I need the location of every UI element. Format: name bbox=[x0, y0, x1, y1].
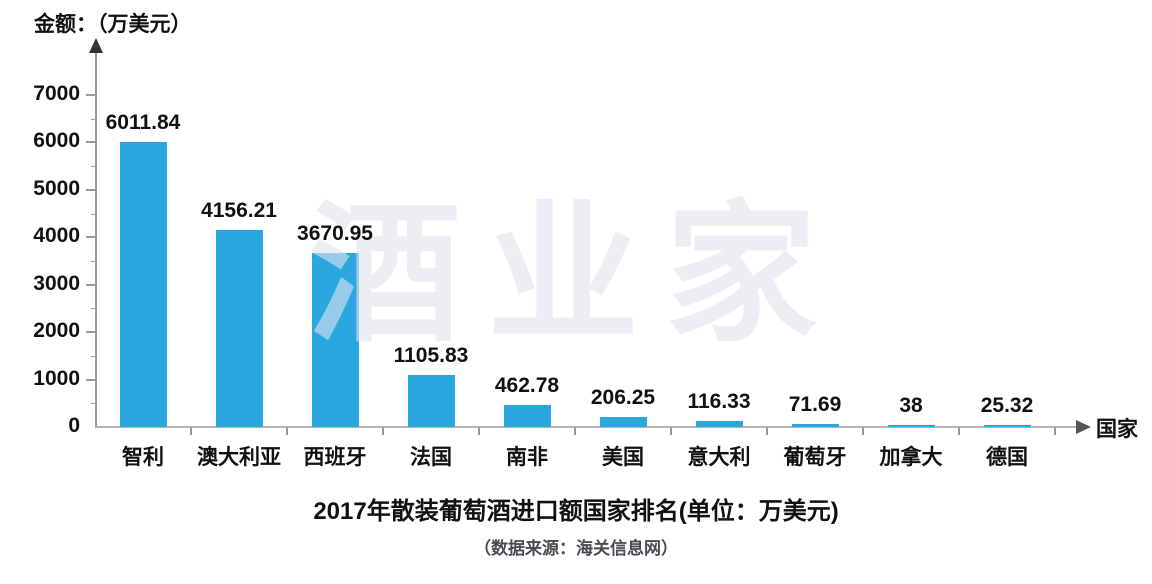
category-label: 西班牙 bbox=[303, 446, 367, 469]
y-minor-tick-mark bbox=[91, 308, 95, 310]
y-minor-tick-mark bbox=[91, 261, 95, 262]
y-tick-label: 5000 bbox=[33, 176, 80, 200]
bar-加拿大 bbox=[887, 425, 935, 427]
y-axis-line bbox=[95, 52, 97, 428]
category-label: 智利 bbox=[122, 446, 164, 469]
watermark-text: 酒业家 bbox=[309, 190, 843, 360]
y-tick-label: 3000 bbox=[33, 271, 80, 295]
x-tick-mark bbox=[958, 427, 960, 435]
y-tick-label: 2000 bbox=[33, 319, 80, 343]
y-tick-mark bbox=[86, 236, 95, 239]
bar-西班牙 bbox=[311, 253, 359, 427]
x-axis-title: 国家 bbox=[1096, 418, 1138, 441]
y-tick-label: 6000 bbox=[33, 129, 80, 153]
y-tick-mark bbox=[86, 283, 95, 286]
bar-value-label: 206.25 bbox=[590, 386, 656, 409]
bar-value-label: 3670.95 bbox=[297, 222, 373, 245]
y-minor-tick-mark bbox=[91, 118, 95, 120]
x-tick-mark bbox=[670, 427, 672, 435]
y-tick-label: 1000 bbox=[33, 366, 80, 390]
x-axis-line bbox=[95, 426, 1076, 428]
x-tick-mark bbox=[478, 427, 480, 435]
category-label: 法国 bbox=[410, 446, 452, 469]
category-label: 美国 bbox=[602, 446, 644, 469]
y-minor-tick-mark bbox=[91, 166, 95, 168]
x-tick-mark bbox=[766, 427, 768, 435]
chart-subtitle: （数据来源：海关信息网） bbox=[474, 539, 678, 558]
y-minor-tick-mark bbox=[91, 403, 95, 405]
bar-南非 bbox=[503, 405, 551, 427]
y-axis-title: 金额：（万美元） bbox=[34, 13, 192, 36]
category-label: 葡萄牙 bbox=[783, 446, 847, 469]
x-tick-mark bbox=[286, 427, 288, 435]
x-tick-mark bbox=[862, 427, 864, 435]
bar-value-label: 6011.84 bbox=[105, 111, 181, 134]
bar-value-label: 25.32 bbox=[980, 394, 1034, 417]
y-tick-mark bbox=[86, 378, 95, 381]
bar-智利 bbox=[119, 142, 167, 427]
y-tick-mark bbox=[86, 188, 95, 191]
chart-title: 2017年散装葡萄酒进口额国家排名(单位：万美元) bbox=[313, 498, 839, 525]
bar-美国 bbox=[599, 417, 647, 427]
bar-value-label: 116.33 bbox=[687, 390, 751, 413]
y-axis-arrow-icon bbox=[89, 38, 103, 53]
category-label: 意大利 bbox=[687, 446, 751, 469]
bar-意大利 bbox=[695, 421, 743, 427]
category-label: 南非 bbox=[506, 446, 548, 469]
y-minor-tick-mark bbox=[91, 213, 95, 215]
bar-value-label: 38 bbox=[899, 394, 923, 417]
x-tick-mark bbox=[1054, 427, 1056, 435]
category-label: 澳大利亚 bbox=[197, 446, 281, 469]
y-tick-mark bbox=[86, 331, 95, 334]
bar-value-label: 71.69 bbox=[788, 393, 842, 416]
bar-value-label: 462.78 bbox=[494, 374, 560, 397]
x-axis-arrow-icon bbox=[1076, 420, 1091, 434]
bar-德国 bbox=[983, 425, 1031, 427]
bar-value-label: 4156.21 bbox=[201, 199, 277, 222]
y-tick-label: 0 bbox=[68, 414, 80, 437]
bar-value-label: 1105.83 bbox=[393, 344, 469, 367]
y-minor-tick-mark bbox=[91, 355, 95, 357]
y-tick-mark bbox=[86, 94, 95, 96]
x-tick-mark bbox=[574, 427, 576, 435]
bar-葡萄牙 bbox=[791, 424, 839, 427]
y-tick-label: 7000 bbox=[33, 82, 80, 105]
y-tick-mark bbox=[86, 141, 95, 144]
bar-法国 bbox=[407, 375, 455, 427]
category-label: 加拿大 bbox=[879, 446, 943, 469]
bar-澳大利亚 bbox=[215, 230, 263, 427]
category-label: 德国 bbox=[986, 446, 1028, 469]
x-tick-mark bbox=[382, 427, 384, 435]
x-tick-mark bbox=[190, 427, 192, 435]
y-tick-label: 4000 bbox=[33, 224, 80, 248]
